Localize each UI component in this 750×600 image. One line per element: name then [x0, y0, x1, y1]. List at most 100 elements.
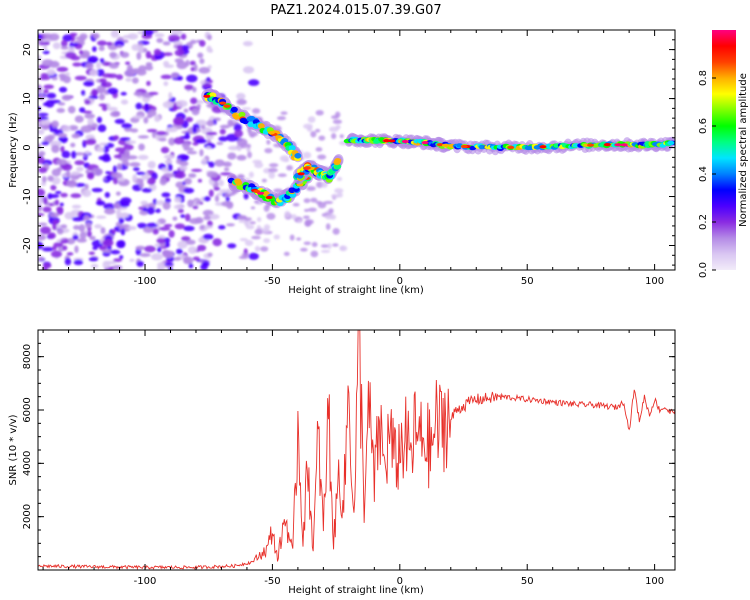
- heatmap-cell: [268, 163, 279, 168]
- heatmap-cell: [161, 167, 170, 173]
- heatmap-cell: [212, 238, 222, 247]
- heatmap-cell: [125, 140, 137, 144]
- heatmap-cell: [254, 245, 261, 252]
- heatmap-cell: [274, 135, 282, 139]
- heatmap-cell: [61, 125, 72, 132]
- heatmap-cell: [111, 229, 116, 234]
- heatmap-cell: [38, 167, 48, 174]
- heatmap-cell: [163, 52, 173, 57]
- heatmap-cell: [129, 162, 141, 167]
- snr-line: [38, 330, 675, 570]
- heatmap-cell: [144, 65, 154, 71]
- heatmap-cell: [74, 115, 84, 123]
- heatmap-cell: [208, 161, 215, 168]
- heatmap-cell: [71, 216, 84, 222]
- heatmap-cell: [174, 196, 182, 203]
- heatmap-cell: [108, 62, 119, 69]
- heatmap-cell: [177, 208, 184, 214]
- heatmap-cell: [62, 245, 68, 251]
- heatmap-cell: [125, 77, 132, 82]
- heatmap-cell: [188, 263, 194, 269]
- heatmap-cell: [41, 176, 47, 183]
- heatmap-cell: [154, 55, 163, 60]
- heatmap-cell: [188, 173, 197, 178]
- heatmap-cell: [88, 251, 96, 256]
- heatmap-cell: [174, 223, 186, 230]
- heatmap-cell: [152, 228, 159, 235]
- heatmap-cell: [102, 73, 113, 78]
- heatmap-cell: [114, 118, 126, 124]
- heatmap-cell: [106, 41, 113, 46]
- heatmap-cell: [198, 39, 206, 47]
- heatmap-cell: [38, 42, 50, 46]
- heatmap-cell: [266, 139, 271, 145]
- heatmap-cell: [238, 111, 246, 118]
- heatmap-cell: [143, 117, 149, 124]
- heatmap-cell: [239, 237, 248, 242]
- heatmap-cell: [47, 134, 55, 140]
- heatmap-xtick-label: -100: [134, 276, 157, 287]
- heatmap-cell: [38, 213, 45, 217]
- heatmap-cell: [132, 167, 140, 172]
- heatmap-cell: [177, 240, 188, 249]
- heatmap-cell: [183, 225, 195, 232]
- heatmap-cell: [47, 194, 60, 199]
- heatmap-xtick-label: 100: [645, 276, 664, 287]
- heatmap-cell: [221, 201, 233, 207]
- heatmap-feature-tail-line: [343, 132, 675, 156]
- heatmap-cell: [620, 143, 628, 147]
- heatmap-cell: [62, 75, 71, 84]
- heatmap-cell: [46, 69, 56, 76]
- heatmap-cell: [186, 150, 198, 155]
- heatmap-cell: [74, 160, 85, 166]
- heatmap-cell: [667, 140, 675, 146]
- colorbar-tick-label: 0.8: [698, 70, 709, 86]
- heatmap-cell: [115, 191, 121, 196]
- heatmap-cell: [339, 245, 348, 252]
- heatmap-cell: [218, 225, 226, 230]
- heatmap-cell: [119, 137, 131, 141]
- heatmap-cell: [383, 139, 391, 143]
- heatmap-cell: [113, 202, 122, 209]
- heatmap-cell: [67, 105, 76, 114]
- heatmap-cell: [163, 81, 169, 87]
- heatmap-cell: [303, 198, 311, 204]
- heatmap-cell: [276, 116, 287, 121]
- heatmap-cell: [113, 258, 122, 263]
- heatmap-cell: [161, 192, 171, 198]
- heatmap-cell: [198, 66, 211, 74]
- heatmap-cell: [139, 253, 151, 257]
- heatmap-cell: [311, 241, 318, 248]
- line-ytick-label: 8000: [22, 344, 33, 369]
- heatmap-cell: [145, 50, 152, 59]
- heatmap-cell: [441, 143, 449, 147]
- heatmap-cell: [280, 111, 288, 115]
- heatmap-cell: [71, 171, 80, 176]
- heatmap-cell: [46, 92, 57, 99]
- heatmap-cell: [172, 104, 178, 111]
- heatmap-cell: [320, 244, 329, 248]
- heatmap-cell: [225, 197, 230, 202]
- heatmap-cell: [170, 72, 180, 79]
- heatmap-cell: [277, 173, 287, 178]
- heatmap-cell: [156, 221, 161, 226]
- heatmap-cell: [252, 159, 262, 164]
- colorbar-tick-label: 0.2: [698, 214, 709, 230]
- heatmap-cell: [125, 162, 130, 167]
- heatmap-cell: [168, 34, 181, 42]
- heatmap-cell: [120, 91, 127, 96]
- heatmap-cell: [181, 154, 190, 160]
- heatmap-cell: [95, 62, 102, 69]
- heatmap-cell: [72, 42, 79, 47]
- heatmap-cell: [38, 151, 46, 157]
- heatmap-cell: [127, 226, 137, 231]
- heatmap-cell: [181, 142, 191, 149]
- heatmap-cell: [247, 151, 252, 159]
- heatmap-cell: [71, 133, 80, 139]
- heatmap-cell: [41, 141, 50, 146]
- heatmap-cell: [240, 142, 249, 149]
- heatmap-cell: [192, 205, 199, 210]
- heatmap-cell: [248, 171, 254, 178]
- heatmap-cell: [60, 145, 65, 153]
- heatmap-cell: [168, 230, 175, 238]
